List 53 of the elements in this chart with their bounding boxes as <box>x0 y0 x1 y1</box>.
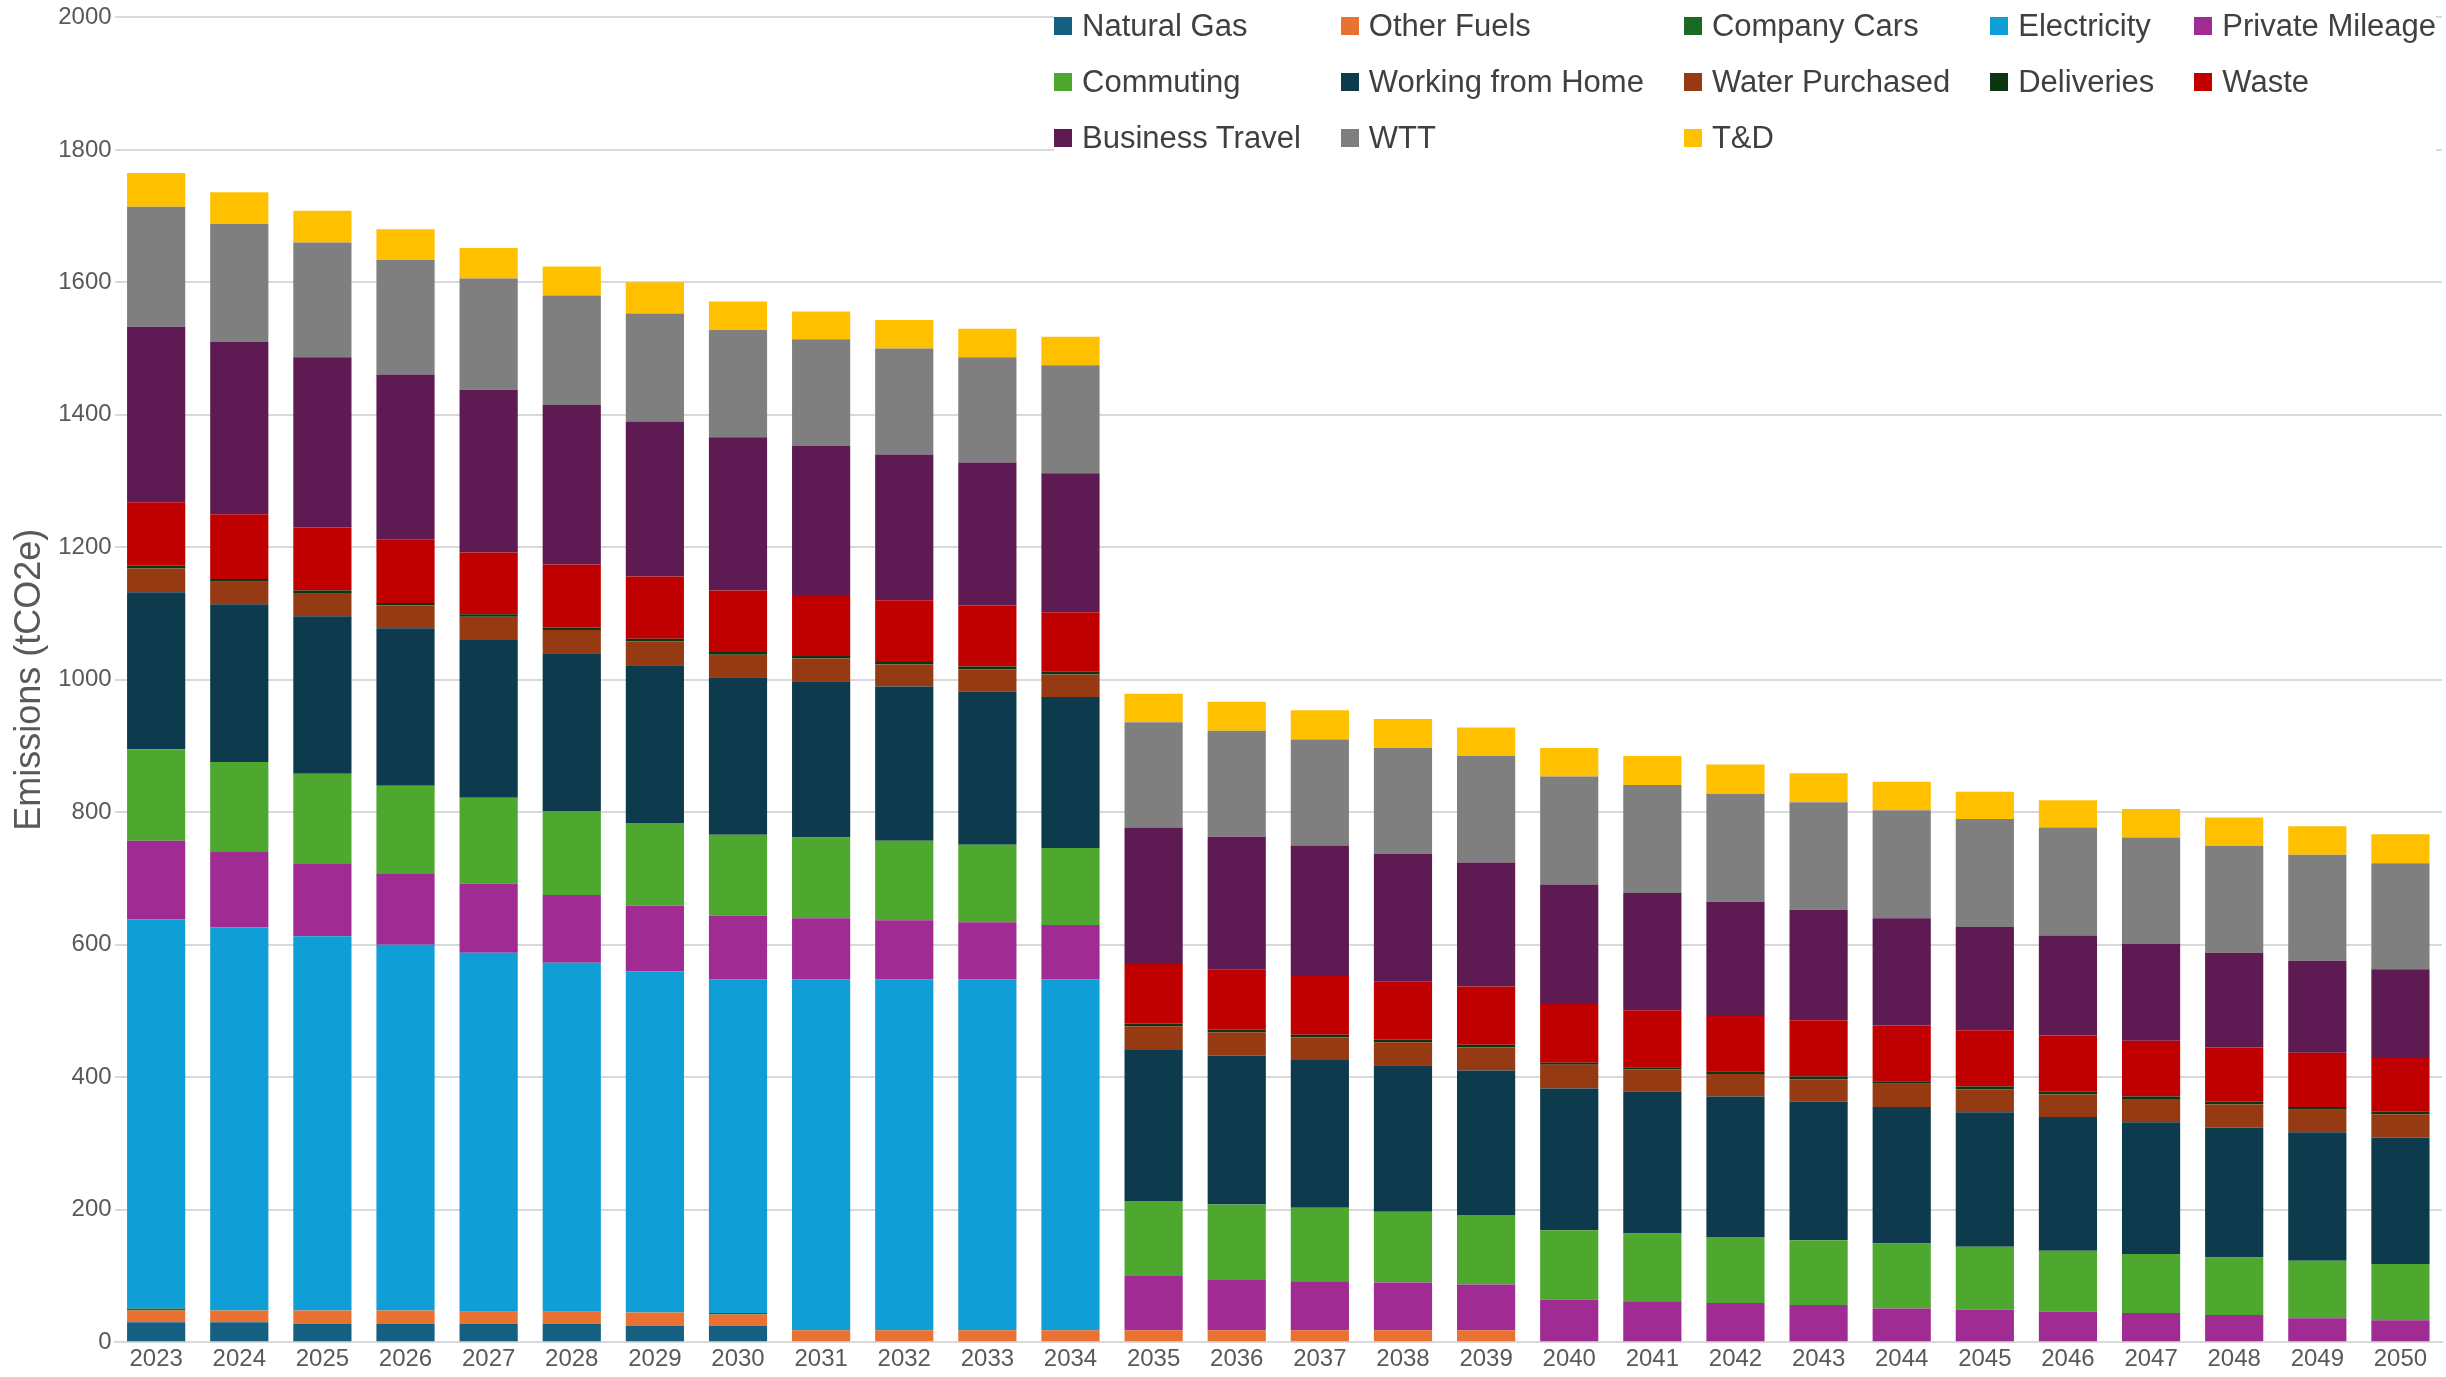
x-tick-label: 2023 <box>129 1344 183 1372</box>
legend-label: Natural Gas <box>1082 8 1248 44</box>
legend-label: Company Cars <box>1711 8 1919 44</box>
y-tick-label: 1000 <box>58 664 112 692</box>
y-tick-label: 1200 <box>58 531 112 559</box>
y-tick-label: 2000 <box>58 2 112 30</box>
x-tick-label: 2046 <box>2041 1344 2095 1372</box>
legend-label: Waste <box>2222 64 2310 100</box>
x-tick-label: 2045 <box>1958 1344 2012 1372</box>
y-tick-label: 1800 <box>58 134 112 162</box>
x-tick-label: 2041 <box>1625 1344 1680 1372</box>
x-tick-label: 2039 <box>1459 1344 1513 1372</box>
y-tick-label: 800 <box>71 796 112 824</box>
y-tick-label: 200 <box>71 1194 112 1222</box>
x-tick-label: 2042 <box>1708 1344 1763 1372</box>
x-tick-label: 2025 <box>295 1344 350 1372</box>
x-tick-label: 2050 <box>2373 1344 2428 1372</box>
x-tick-label: 2030 <box>711 1344 765 1372</box>
x-tick-label: 2024 <box>212 1344 266 1372</box>
legend-label: T&D <box>1711 120 1774 156</box>
y-tick-label: 400 <box>71 1061 112 1089</box>
legend-label: Other Fuels <box>1368 8 1531 44</box>
x-tick-label: 2036 <box>1210 1344 1264 1372</box>
x-tick-label: 2026 <box>378 1344 433 1372</box>
x-tick-label: 2035 <box>1126 1344 1181 1372</box>
legend-label: Business Travel <box>1082 120 1301 156</box>
x-tick-label: 2049 <box>2290 1344 2345 1372</box>
legend-label: Electricity <box>2018 8 2151 44</box>
x-tick-label: 2032 <box>877 1344 931 1372</box>
y-axis-title: Emissions (tCO2e) <box>6 528 48 831</box>
legend-label: Private Mileage <box>2222 8 2436 44</box>
x-tick-label: 2029 <box>628 1344 682 1372</box>
x-tick-label: 2033 <box>960 1344 1015 1372</box>
legend-label: Water Purchased <box>1711 64 1951 100</box>
x-tick-label: 2048 <box>2207 1344 2261 1372</box>
x-tick-label: 2043 <box>1791 1344 1846 1372</box>
legend-label: WTT <box>1368 120 1436 156</box>
y-tick-label: 1400 <box>58 399 112 427</box>
x-tick-label: 2034 <box>1043 1344 1098 1372</box>
x-tick-label: 2037 <box>1293 1344 1347 1372</box>
legend-label: Commuting <box>1082 64 1241 100</box>
x-tick-label: 2028 <box>545 1344 599 1372</box>
legend-label: Deliveries <box>2018 64 2155 100</box>
y-tick-label: 0 <box>98 1326 112 1354</box>
x-tick-label: 2031 <box>794 1344 848 1372</box>
x-tick-label: 2038 <box>1376 1344 1430 1372</box>
x-tick-label: 2040 <box>1542 1344 1596 1372</box>
y-tick-label: 1600 <box>58 266 112 294</box>
x-tick-label: 2047 <box>2124 1344 2178 1372</box>
x-tick-label: 2027 <box>461 1344 516 1372</box>
x-tick-label: 2044 <box>1875 1344 1929 1372</box>
legend-label: Working from Home <box>1368 64 1644 100</box>
y-tick-label: 600 <box>71 929 112 957</box>
